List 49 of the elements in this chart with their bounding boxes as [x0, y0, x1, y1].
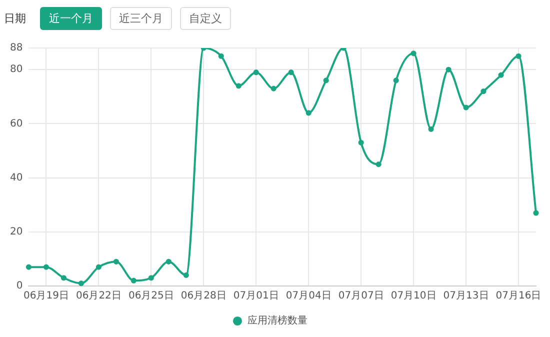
x-tick-label: 06月19日 [23, 290, 69, 302]
point [183, 272, 189, 278]
point [393, 78, 399, 84]
point [60, 275, 67, 281]
point [253, 70, 259, 76]
point [323, 78, 329, 84]
point [96, 264, 102, 270]
point [498, 72, 504, 78]
x-tick-label: 06月22日 [76, 290, 122, 302]
x-tick-label: 07月16日 [496, 290, 542, 302]
x-tick-label: 06月25日 [128, 290, 174, 302]
point [130, 278, 136, 284]
point [236, 83, 242, 89]
x-tick-label: 07月07日 [338, 290, 384, 302]
point [166, 258, 172, 264]
point [43, 264, 50, 270]
point [78, 280, 84, 286]
x-tick-label: 07月01日 [233, 290, 279, 302]
point [376, 161, 382, 168]
x-tick-label: 07月13日 [443, 290, 489, 302]
text: 日期 [4, 10, 26, 26]
y-tick-label: 20 [10, 226, 23, 238]
point [410, 50, 416, 56]
y-tick-label: 0 [16, 280, 23, 292]
point [428, 126, 434, 132]
point [148, 275, 154, 281]
point [480, 88, 486, 94]
point [516, 53, 522, 59]
y-tick-label: 88 [10, 42, 23, 54]
text: 自定义 [180, 6, 231, 30]
point [446, 66, 452, 72]
text: 近一个月 [40, 6, 102, 30]
point [358, 140, 364, 146]
y-tick-label: 60 [10, 118, 23, 130]
point [306, 110, 312, 116]
y-tick-label: 40 [10, 172, 23, 184]
point [270, 86, 276, 92]
point [288, 70, 294, 76]
text: 近三个月 [110, 6, 172, 30]
x-tick-label: 07月10日 [390, 290, 436, 302]
x-tick-label: 06月28日 [180, 290, 226, 302]
point [26, 264, 32, 270]
point [463, 104, 469, 110]
point [218, 53, 224, 59]
legend-label: 应用清榜数量 [248, 314, 308, 327]
y-tick-label: 80 [10, 64, 23, 76]
point [533, 210, 539, 216]
point [113, 258, 119, 264]
x-tick-label: 07月04日 [286, 290, 332, 302]
